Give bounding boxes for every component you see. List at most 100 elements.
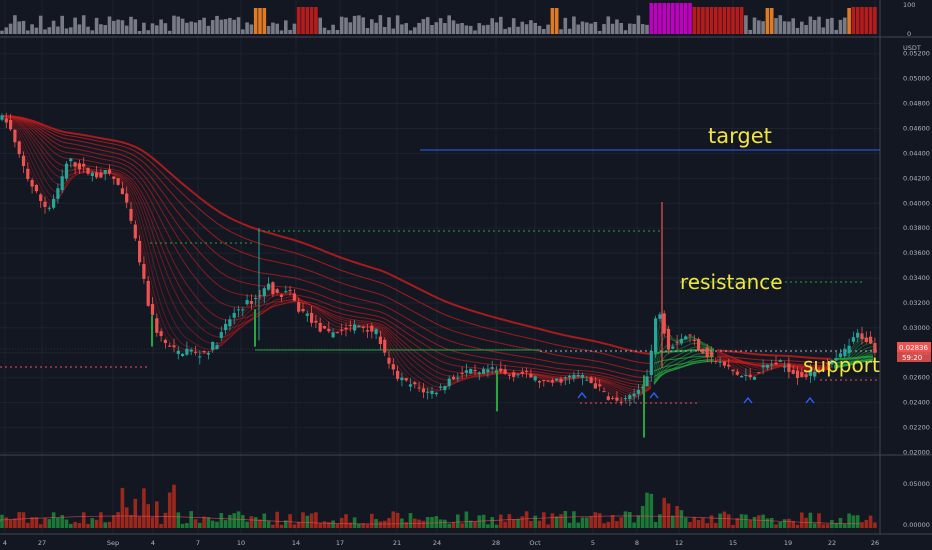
- oscillator-bar: [709, 7, 714, 34]
- volume-bar: [473, 521, 477, 528]
- volume-bar: [288, 514, 292, 528]
- oscillator-bar: [210, 20, 215, 34]
- candle-body: [783, 366, 787, 368]
- price-tick-label: 0.03000: [903, 324, 930, 332]
- oscillator-bar: [507, 27, 512, 34]
- candle-body: [761, 365, 765, 368]
- volume-bar: [709, 515, 714, 528]
- ma-ribbon-line: [2, 115, 652, 355]
- volume-bar: [4, 517, 9, 528]
- volume-bar: [529, 520, 533, 528]
- candle-body: [245, 300, 249, 305]
- candle-body: [864, 337, 868, 342]
- candle-body: [318, 322, 322, 332]
- candle-body: [611, 397, 615, 399]
- oscillator-bar: [726, 7, 731, 34]
- oscillator-bar: [185, 22, 189, 34]
- volume-tick-bottom: 0.00000: [903, 521, 930, 529]
- volume-bar: [327, 522, 331, 528]
- oscillator-bar: [382, 26, 387, 34]
- oscillator-bar: [546, 24, 550, 34]
- volume-bar: [391, 511, 396, 528]
- volume-bar: [744, 514, 748, 528]
- ma-ribbon-line: [833, 342, 874, 368]
- volume-bar: [447, 523, 451, 528]
- oscillator-bar: [511, 18, 516, 34]
- oscillator-bar: [619, 23, 623, 34]
- oscillator-bar: [103, 25, 107, 34]
- oscillator-bar: [516, 26, 520, 34]
- oscillator-bar: [800, 21, 804, 34]
- candle-body: [456, 377, 460, 379]
- current-price-tag: [897, 342, 931, 352]
- volume-bar: [348, 522, 353, 528]
- candle-body: [30, 180, 34, 187]
- candle-body: [856, 332, 860, 338]
- oscillator-bar: [843, 17, 847, 34]
- volume-bar: [352, 517, 357, 528]
- candle-body: [387, 357, 391, 364]
- candle-body: [834, 358, 838, 361]
- candle-body: [142, 263, 146, 279]
- volume-bar: [778, 521, 783, 528]
- volume-bar: [357, 523, 361, 528]
- candle-body: [576, 374, 580, 377]
- candle-body: [550, 380, 554, 383]
- candle-body: [159, 331, 163, 337]
- volume-bar: [258, 519, 262, 528]
- volume-bar: [533, 515, 537, 528]
- candle-body: [529, 373, 533, 378]
- oscillator-bar: [318, 17, 322, 34]
- volume-bar: [180, 523, 185, 528]
- oscillator-bar: [215, 15, 219, 34]
- candle-body: [361, 326, 365, 328]
- volume-bar: [628, 512, 632, 528]
- price-tick-label: 0.04800: [903, 100, 930, 108]
- oscillator-bar: [296, 7, 301, 34]
- oscillator-bar: [107, 16, 112, 34]
- volume-bar: [821, 524, 826, 528]
- oscillator-bar: [593, 21, 598, 34]
- oscillator-bar: [477, 23, 482, 34]
- oscillator-bar: [804, 24, 808, 34]
- oscillator-bar: [864, 7, 869, 34]
- volume-bar: [757, 515, 761, 528]
- volume-bar: [731, 524, 735, 528]
- oscillator-bar: [4, 27, 9, 34]
- oscillator-bar: [769, 8, 774, 34]
- candle-body: [727, 364, 731, 367]
- volume-bar: [812, 523, 817, 528]
- volume-bar: [271, 524, 275, 528]
- candle-body: [692, 339, 696, 341]
- candle-body: [632, 393, 636, 397]
- candle-body: [400, 377, 404, 381]
- time-tick-label: 22: [828, 539, 836, 547]
- volume-bar: [864, 519, 869, 528]
- candle-body: [219, 332, 223, 338]
- volume-bar: [112, 515, 116, 528]
- candle-body: [202, 351, 206, 353]
- oscillator-bar: [47, 27, 52, 34]
- oscillator-bar: [395, 15, 400, 35]
- ma-ribbon-line: [2, 115, 652, 388]
- volume-bar: [855, 515, 860, 528]
- oscillator-bar: [413, 27, 417, 34]
- candle-body: [516, 374, 520, 376]
- volume-bar: [658, 514, 662, 528]
- volume-bar: [206, 517, 211, 528]
- price-tick-label: 0.04200: [903, 174, 930, 182]
- candle-body: [163, 339, 167, 344]
- oscillator-bar: [602, 24, 606, 34]
- volume-bar: [602, 523, 606, 528]
- candle-body: [813, 371, 817, 377]
- candle-body: [236, 309, 241, 311]
- volume-bar: [774, 524, 778, 528]
- oscillator-bar: [275, 23, 279, 34]
- volume-bar: [645, 492, 649, 528]
- oscillator-bar: [116, 19, 120, 34]
- time-tick-label: 10: [237, 539, 245, 547]
- volume-bar: [589, 516, 593, 528]
- volume-bar: [438, 519, 443, 528]
- oscillator-bar: [464, 25, 469, 34]
